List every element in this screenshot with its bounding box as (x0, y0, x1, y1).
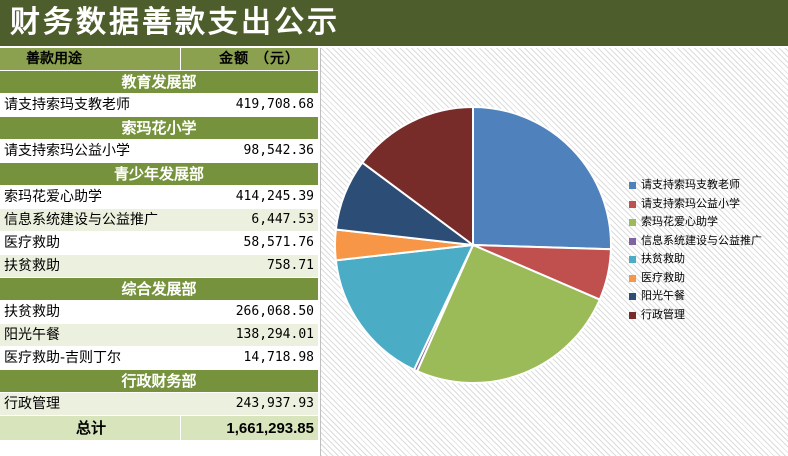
pie-slice-0 (472, 105, 612, 251)
total-amount: 1,661,293.85 (226, 420, 314, 437)
legend-item: 医疗救助 (629, 269, 788, 288)
row-name: 请支持索玛公益小学 (4, 143, 130, 159)
table-row: 行政管理 243,937.93 (0, 393, 318, 416)
legend-item: 信息系统建设与公益推广 (629, 232, 788, 251)
legend-swatch (629, 256, 636, 263)
table-row: 阳光午餐 138,294.01 (0, 324, 318, 347)
header-amount: 金额 （元） (219, 51, 300, 67)
legend-label: 请支持索玛支教老师 (641, 178, 740, 191)
legend-swatch (629, 274, 636, 282)
legend-item: 行政管理 (629, 306, 788, 325)
legend-label: 扶贫救助 (641, 252, 685, 265)
legend-swatch (629, 237, 636, 245)
total-label: 总计 (76, 419, 107, 437)
table-row: 索玛花爱心助学 414,245.39 (0, 186, 318, 209)
pie-chart-area: 请支持索玛支教老师 请支持索玛公益小学 索玛花爱心助学信息系统建设与公益推广 扶贫救助… (320, 48, 788, 456)
legend-swatch (629, 293, 636, 300)
legend-label: 医疗救助 (641, 270, 685, 284)
legend-item: 请支持索玛支教老师 (629, 176, 788, 195)
legend-swatch (629, 200, 636, 208)
title-bar: 财务数据善款支出公示 (0, 0, 788, 46)
section-school: 索玛花小学 (0, 117, 318, 140)
row-name: 扶贫救助 (4, 304, 60, 320)
legend-item: 索玛花爱心助学 (629, 213, 788, 232)
row-amount: 14,718.98 (243, 350, 314, 365)
pie-slice-4 (334, 243, 475, 372)
row-amount: 138,294.01 (235, 327, 314, 342)
row-amount: 414,245.39 (235, 189, 314, 204)
table-row: 请支持索玛支教老师 419,708.68 (0, 94, 318, 117)
table-row: 医疗救助 58,571.76 (0, 232, 318, 255)
row-name: 请支持索玛支教老师 (4, 97, 130, 113)
row-amount: 266,068.50 (235, 304, 314, 319)
legend-item: 阳光午餐 (629, 287, 788, 306)
chart-legend: 请支持索玛支教老师 请支持索玛公益小学 索玛花爱心助学信息系统建设与公益推广 扶贫救助… (629, 176, 788, 324)
row-name: 索玛花爱心助学 (4, 189, 102, 205)
header-divider (180, 48, 181, 70)
row-name: 医疗救助-吉则丁尔 (4, 350, 122, 366)
table-row: 请支持索玛公益小学 98,542.36 (0, 140, 318, 163)
section-education: 教育发展部 (0, 71, 318, 94)
table-row: 医疗救助-吉则丁尔 14,718.98 (0, 347, 318, 370)
legend-label: 信息系统建设与公益推广 (641, 233, 762, 247)
table-header: 善款用途 金额 （元） (0, 48, 318, 71)
header-purpose: 善款用途 (26, 51, 82, 67)
pie-slice-2 (415, 243, 602, 384)
legend-item: 扶贫救助 (629, 250, 788, 269)
section-admin: 行政财务部 (0, 370, 318, 393)
row-amount: 758.71 (267, 258, 314, 273)
table-row: 信息系统建设与公益推广 6,447.53 (0, 209, 318, 232)
legend-swatch (629, 219, 636, 226)
pie-chart (333, 105, 612, 384)
row-amount: 98,542.36 (243, 143, 314, 158)
row-name: 扶贫救助 (4, 258, 60, 274)
legend-label: 请支持索玛公益小学 (641, 196, 740, 210)
legend-label: 索玛花爱心助学 (641, 215, 718, 228)
total-row: 总计 1,661,293.85 (0, 416, 318, 441)
row-amount: 243,937.93 (235, 396, 314, 411)
legend-swatch (629, 182, 636, 189)
section-youth: 青少年发展部 (0, 163, 318, 186)
table-row: 扶贫救助 266,068.50 (0, 301, 318, 324)
expense-table: 善款用途 金额 （元） 教育发展部 请支持索玛支教老师 419,708.68 索… (0, 48, 318, 441)
legend-label: 行政管理 (641, 307, 685, 321)
pie-slice-7 (360, 105, 474, 247)
row-amount: 6,447.53 (251, 212, 314, 227)
legend-swatch (629, 311, 636, 319)
row-name: 行政管理 (4, 396, 60, 412)
table-row: 扶贫救助 758.71 (0, 255, 318, 278)
row-name: 阳光午餐 (4, 327, 60, 343)
section-general: 综合发展部 (0, 278, 318, 301)
row-name: 信息系统建设与公益推广 (4, 212, 158, 228)
legend-label: 阳光午餐 (641, 289, 685, 302)
row-amount: 58,571.76 (243, 235, 314, 250)
page-title: 财务数据善款支出公示 (10, 5, 340, 40)
legend-item: 请支持索玛公益小学 (629, 195, 788, 214)
total-divider (180, 416, 181, 440)
row-amount: 419,708.68 (235, 97, 314, 112)
row-name: 医疗救助 (4, 235, 60, 251)
